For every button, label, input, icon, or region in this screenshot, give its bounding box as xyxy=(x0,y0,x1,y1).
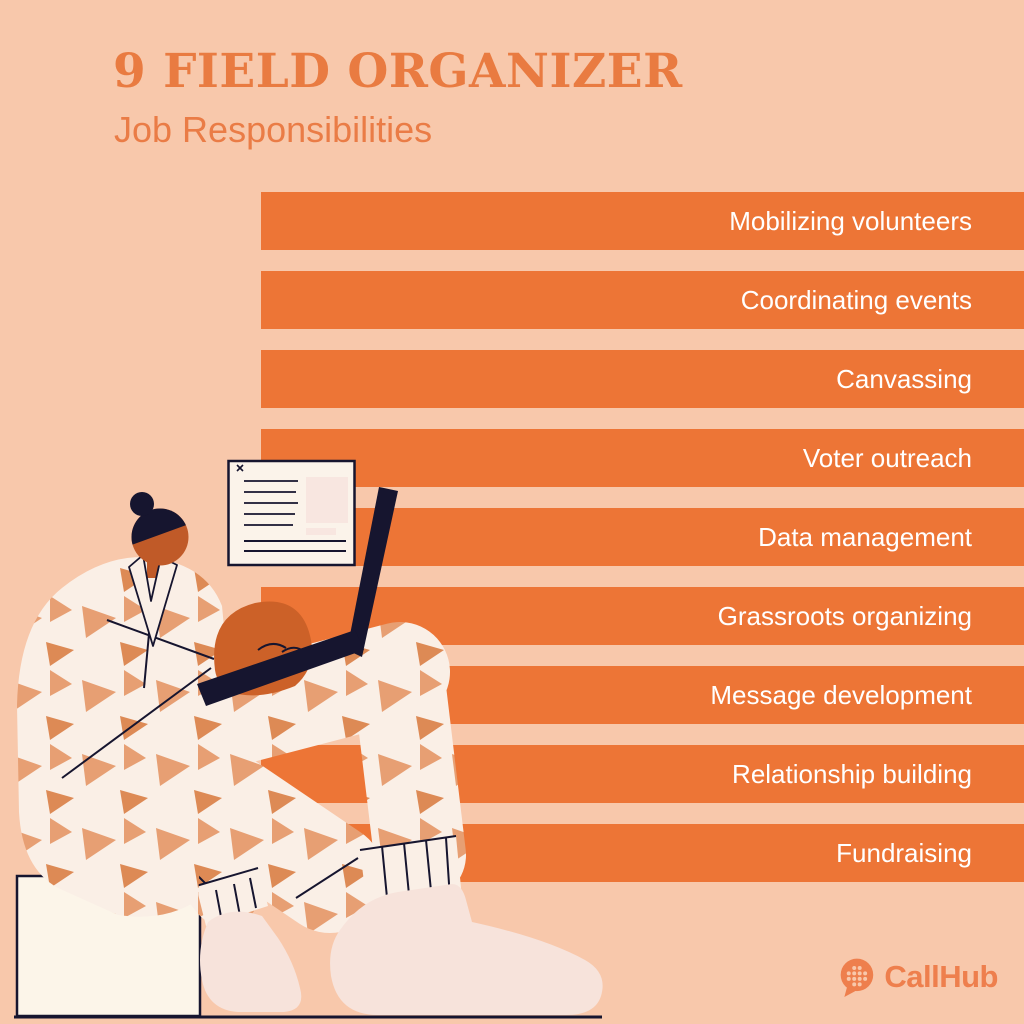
dialpad-speech-bubble-icon xyxy=(841,958,874,997)
hair-bun xyxy=(130,492,154,516)
callhub-logo: CallHub xyxy=(837,956,998,998)
bar-label: Canvassing xyxy=(836,364,972,394)
bar-data-management: Data management xyxy=(261,508,1024,566)
bar-label: Mobilizing volunteers xyxy=(729,206,972,236)
left-foot xyxy=(200,911,302,1012)
hair xyxy=(131,508,189,548)
bar-coordinating-events: Coordinating events xyxy=(261,271,1024,329)
bar-fundraising: Fundraising xyxy=(261,824,1024,882)
bar-label: Voter outreach xyxy=(802,443,972,473)
header: 9 FIELD ORGANIZER Job Responsibilities xyxy=(113,44,683,151)
face xyxy=(131,508,189,566)
bar-message-development: Message development xyxy=(261,666,1024,724)
bar-label: Fundraising xyxy=(836,838,972,868)
seat-box xyxy=(15,874,202,1018)
person-torso xyxy=(17,556,231,917)
responsibility-bars: Mobilizing volunteers Coordinating event… xyxy=(261,192,1024,882)
bar-mobilizing-volunteers: Mobilizing volunteers xyxy=(261,192,1024,250)
bar-label: Data management xyxy=(758,522,972,552)
bar-grassroots-organizing: Grassroots organizing xyxy=(261,587,1024,645)
callhub-logo-text: CallHub xyxy=(884,959,998,994)
left-pant-cuff xyxy=(195,867,268,926)
bar-label: Relationship building xyxy=(732,759,972,789)
bar-label: Grassroots organizing xyxy=(717,601,972,631)
bar-label: Coordinating events xyxy=(740,285,972,315)
page-title: 9 FIELD ORGANIZER xyxy=(113,44,683,99)
person-head xyxy=(128,492,189,647)
bar-canvassing: Canvassing xyxy=(261,350,1024,408)
bar-voter-outreach: Voter outreach xyxy=(261,429,1024,487)
right-foot xyxy=(330,884,603,1015)
close-icon xyxy=(236,464,244,472)
page-subtitle: Job Responsibilities xyxy=(114,109,433,150)
bar-label: Message development xyxy=(710,680,972,710)
bar-relationship-building: Relationship building xyxy=(261,745,1024,803)
pajama-collar xyxy=(128,554,178,647)
